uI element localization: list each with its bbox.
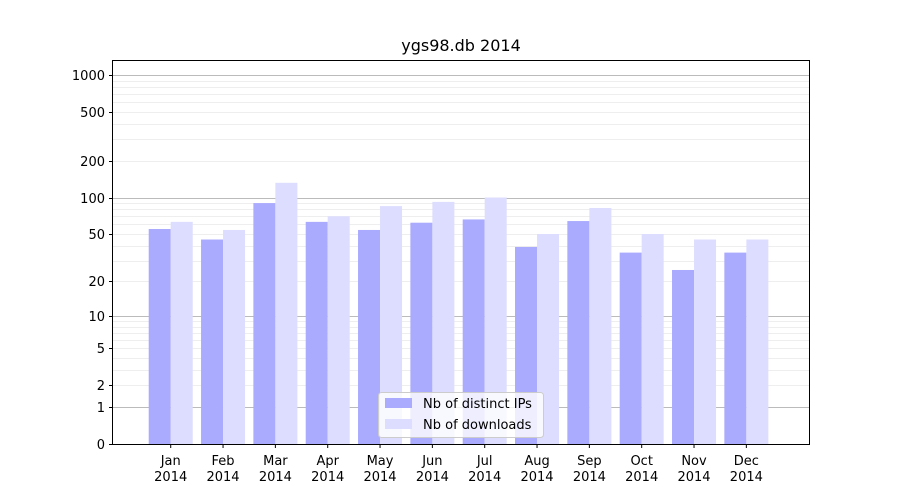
y-tick-label: 200 [80,155,105,170]
y-tick-label: 2 [97,379,105,394]
chart-title: ygs98.db 2014 [401,36,521,55]
bar-downloads [746,239,769,444]
bar-downloads [380,206,403,444]
x-tick-label-month: Mar [263,454,288,469]
y-tick-label: 10 [88,310,105,325]
y-tick-label: 100 [80,192,105,207]
x-tick-label-month: Sep [577,454,602,469]
legend-label-distinct-ips: Nb of distinct IPs [423,397,532,412]
x-tick-label-year: 2014 [259,470,292,485]
x-tick-label-month: Nov [681,454,707,469]
y-tick-label: 50 [88,228,105,243]
bar-downloads [694,239,717,444]
bar-distinct-ips [305,221,328,444]
x-tick-label-year: 2014 [625,470,658,485]
x-tick-label-year: 2014 [468,470,501,485]
bar-distinct-ips [567,221,590,444]
plot-frame [112,60,810,445]
bar-distinct-ips [358,229,381,444]
legend: Nb of distinct IPs Nb of downloads [378,392,544,438]
x-tick-label-year: 2014 [416,470,449,485]
x-tick-label-month: Jul [476,454,493,469]
bar-distinct-ips [253,203,276,444]
bar-downloads [432,201,455,444]
bar-distinct-ips [672,269,695,444]
x-tick-label-year: 2014 [677,470,710,485]
y-tick-label: 5 [97,342,105,357]
x-tick-label-month: Dec [734,454,759,469]
bar-distinct-ips [724,252,747,444]
x-tick-label-year: 2014 [206,470,239,485]
x-tick-label-year: 2014 [311,470,344,485]
x-tick-label-year: 2014 [573,470,606,485]
x-tick-label-year: 2014 [730,470,763,485]
x-tick-label-month: Aug [524,454,549,469]
x-tick-label-month: Jun [421,454,442,469]
y-tick-label: 1000 [72,69,105,84]
y-tick-label: 20 [88,275,105,290]
bar-downloads [641,233,664,444]
y-tick-label: 1 [97,401,105,416]
x-tick-label-month: Oct [630,454,652,469]
bars [148,182,769,444]
bar-distinct-ips [462,219,485,444]
bar-distinct-ips [410,222,433,444]
bar-downloads [537,233,560,444]
x-tick-label-month: May [367,454,394,469]
bar-distinct-ips [201,239,224,444]
legend-label-downloads: Nb of downloads [423,418,532,433]
y-tick-label: 0 [97,438,105,453]
bar-downloads [223,229,246,444]
x-axis: Jan2014Feb2014Mar2014Apr2014May2014Jun20… [154,444,763,485]
x-tick-label-month: Feb [212,454,235,469]
bar-downloads [589,207,612,444]
bar-distinct-ips [148,229,171,444]
bar-distinct-ips [619,252,642,444]
legend-box [378,392,544,438]
x-tick-label-year: 2014 [154,470,187,485]
bar-downloads [170,221,193,444]
legend-swatch-distinct-ips [385,398,412,408]
x-tick-label-month: Apr [316,454,339,469]
legend-swatch-downloads [385,419,412,429]
y-axis: 0 1 2 5 10 20 50 100 200 500 1000 [72,69,113,453]
bar-downloads [327,216,350,444]
bar-downloads [275,182,298,444]
x-tick-label-year: 2014 [520,470,553,485]
x-tick-label-year: 2014 [363,470,396,485]
x-tick-label-month: Jan [160,454,181,469]
bar-downloads [484,197,507,444]
y-tick-label: 500 [80,106,105,121]
